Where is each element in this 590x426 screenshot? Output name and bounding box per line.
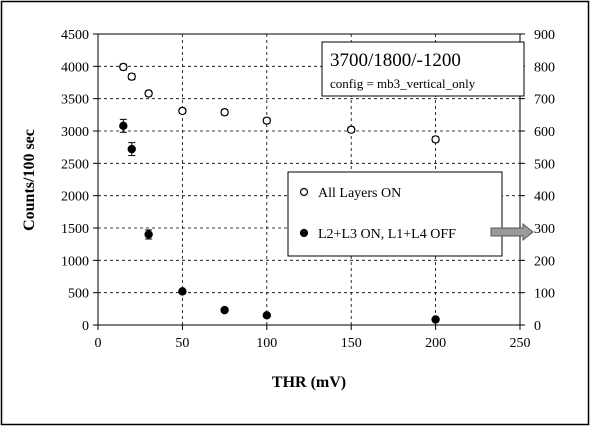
annotation-subtitle: config = mb3_vertical_only [330, 76, 476, 91]
legend-label-l2-l3: L2+L3 ON, L1+L4 OFF [318, 227, 456, 242]
data-point-series-1 [220, 305, 229, 315]
legend-frame [287, 171, 503, 257]
legend-marker-all-layers [299, 187, 309, 197]
x-tick-label: 50 [175, 336, 189, 351]
y-left-tick-label: 4500 [61, 28, 89, 43]
annotation-box: 3700/1800/-1200 config = mb3_vertical_on… [321, 41, 525, 97]
y-left-tick-label: 500 [68, 287, 89, 302]
y-left-tick-label: 1000 [61, 254, 89, 269]
data-point-series-0 [144, 89, 153, 98]
right-axis-arrow [490, 222, 534, 242]
y-left-tick-label: 4000 [61, 60, 89, 75]
data-point-series-1 [262, 311, 271, 320]
data-point-series-1 [127, 144, 136, 154]
annotation-frame [321, 41, 525, 97]
y-right-tick-label: 900 [534, 28, 555, 43]
x-tick-label: 100 [256, 336, 277, 351]
legend-marker-l2-l3 [299, 228, 309, 238]
y-left-tick-label: 3500 [61, 93, 89, 108]
data-point-series-1 [178, 287, 187, 296]
data-point-series-1 [144, 230, 153, 239]
y-right-tick-label: 300 [534, 222, 555, 237]
y-left-tick-label: 0 [82, 319, 89, 334]
y-axis-label: Counts/100 sec [21, 129, 38, 231]
y-left-tick-label: 2500 [61, 157, 89, 172]
annotation-title: 3700/1800/-1200 [330, 50, 461, 71]
plot-area [97, 33, 521, 326]
data-point-series-1 [119, 121, 128, 131]
y-right-tick-label: 100 [534, 287, 555, 302]
x-tick-label: 250 [510, 336, 531, 351]
y-right-tick-label: 700 [534, 93, 555, 108]
legend-label-all-layers: All Layers ON [318, 186, 401, 201]
data-marks [119, 62, 440, 324]
x-tick-label: 0 [95, 336, 102, 351]
data-point-series-0 [220, 108, 229, 117]
data-point-series-0 [347, 125, 356, 134]
y-right-tick-label: 400 [534, 190, 555, 205]
y-right-tick-label: 0 [534, 319, 541, 334]
y-left-tick-label: 2000 [61, 190, 89, 205]
y-right-tick-label: 600 [534, 125, 555, 140]
x-tick-label: 200 [425, 336, 446, 351]
data-point-series-0 [119, 62, 128, 72]
y-right-tick-label: 800 [534, 60, 555, 75]
x-axis-label: THR (mV) [272, 374, 346, 391]
y-right-tick-label: 200 [534, 254, 555, 269]
data-point-series-0 [127, 72, 136, 81]
data-point-series-0 [178, 106, 187, 116]
legend: All Layers ON L2+L3 ON, L1+L4 OFF [287, 171, 503, 257]
data-point-series-0 [431, 135, 440, 144]
axes: 0 50 100 150 200 2500500100015002000250030003… [61, 28, 555, 351]
y-left-tick-label: 1500 [61, 222, 89, 237]
data-point-series-0 [262, 116, 271, 125]
x-tick-label: 150 [341, 336, 362, 351]
y-left-tick-label: 3000 [61, 125, 89, 140]
y-right-tick-label: 500 [534, 157, 555, 172]
data-point-series-1 [431, 315, 440, 324]
